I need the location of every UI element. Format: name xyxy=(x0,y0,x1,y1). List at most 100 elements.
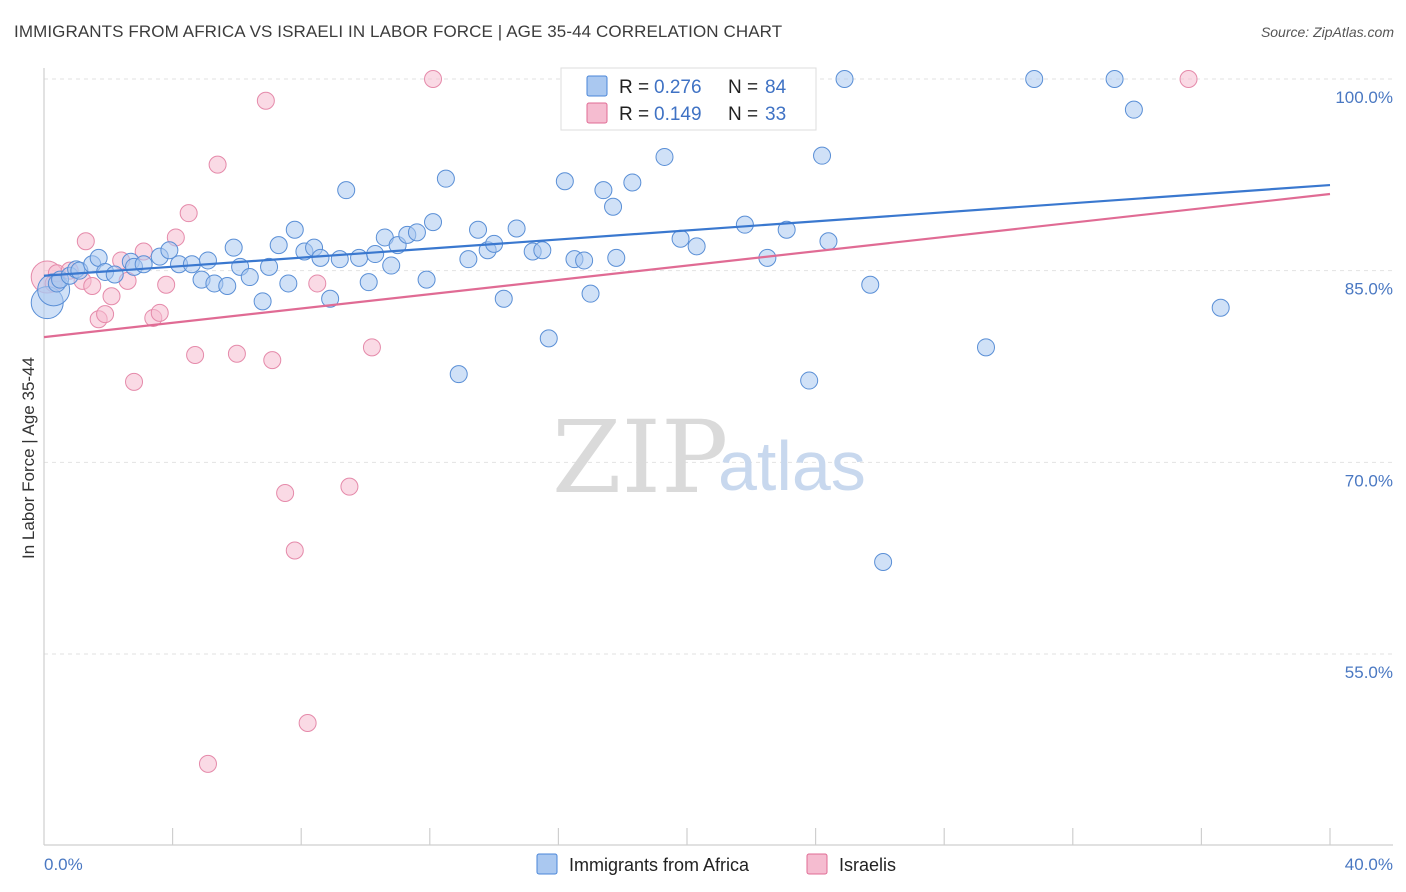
israelis-point xyxy=(76,232,95,251)
legend-r-label-pink: R = xyxy=(619,104,649,125)
africa-point xyxy=(285,220,304,239)
africa-point xyxy=(604,197,623,216)
africa-point xyxy=(494,289,513,308)
africa-point xyxy=(279,274,298,293)
africa-point xyxy=(321,289,340,308)
legend-n-label-blue: N = xyxy=(728,77,758,98)
watermark-atlas: atlas xyxy=(718,427,866,505)
legend-r-label-blue: R = xyxy=(619,77,649,98)
africa-point xyxy=(539,329,558,348)
trend-line-africa xyxy=(43,183,1331,277)
africa-point xyxy=(671,229,690,248)
bottom-legend-label-blue: Immigrants from Africa xyxy=(569,855,750,875)
africa-point xyxy=(507,219,526,238)
israelis-point xyxy=(125,372,144,391)
gridlines xyxy=(44,78,1393,655)
watermark: ZIP atlas xyxy=(552,399,866,516)
africa-point xyxy=(813,146,832,165)
africa-point xyxy=(581,284,600,303)
y-tick-label-100: 100.0% xyxy=(1335,88,1393,107)
israelis-point xyxy=(285,541,304,560)
bottom-legend: Immigrants from Africa Israelis xyxy=(536,853,896,875)
israelis-point xyxy=(256,91,275,110)
y-tick-label-55: 55.0% xyxy=(1345,663,1393,682)
israelis-point xyxy=(96,305,115,324)
x-tick-label-max: 40.0% xyxy=(1345,855,1393,874)
africa-point xyxy=(623,173,642,192)
israelis-point xyxy=(276,484,295,502)
africa-point xyxy=(417,270,436,289)
bottom-legend-swatch-pink xyxy=(806,853,828,875)
africa-point xyxy=(407,223,426,242)
series-immigrants-from-africa xyxy=(30,70,1230,571)
israelis-point xyxy=(157,275,176,294)
axes xyxy=(43,68,1393,846)
y-tick-label-85: 85.0% xyxy=(1345,280,1393,299)
africa-point xyxy=(555,172,574,191)
legend-r-value-blue: 0.276 xyxy=(654,77,702,98)
africa-point xyxy=(359,273,378,292)
legend-r-value-pink: 0.149 xyxy=(654,104,702,125)
africa-point xyxy=(1124,100,1143,119)
africa-point xyxy=(735,215,754,234)
legend-swatch-pink xyxy=(586,102,608,124)
africa-point xyxy=(607,248,626,267)
israelis-point xyxy=(340,477,359,496)
y-tick-label-70: 70.0% xyxy=(1345,471,1393,490)
africa-point xyxy=(424,213,443,232)
watermark-zip: ZIP xyxy=(552,399,728,516)
israelis-point xyxy=(179,204,198,223)
africa-point xyxy=(1211,298,1230,317)
africa-point xyxy=(1025,70,1044,88)
israelis-point xyxy=(308,274,327,293)
africa-point xyxy=(269,236,288,255)
x-tick-label-min: 0.0% xyxy=(44,855,83,874)
africa-point xyxy=(337,181,356,200)
bottom-legend-swatch-blue xyxy=(536,853,558,875)
africa-point xyxy=(260,257,279,276)
africa-point xyxy=(382,256,401,275)
africa-point xyxy=(655,147,674,166)
israelis-point xyxy=(362,338,381,357)
africa-point xyxy=(105,265,124,284)
legend-swatch-blue xyxy=(586,75,608,97)
y-axis-title: In Labor Force | Age 35-44 xyxy=(19,357,38,559)
africa-point xyxy=(311,248,330,267)
israelis-point xyxy=(208,155,227,174)
israelis-point xyxy=(150,303,169,322)
africa-point xyxy=(253,292,272,311)
africa-point xyxy=(594,181,613,200)
israelis-point xyxy=(227,344,246,363)
africa-point xyxy=(976,338,995,357)
trend-line-israelis xyxy=(43,192,1331,339)
israelis-point xyxy=(83,277,102,295)
israelis-point xyxy=(424,70,443,88)
africa-point xyxy=(800,371,819,390)
legend-n-value-pink: 33 xyxy=(765,104,786,125)
israelis-point xyxy=(298,714,317,732)
africa-point xyxy=(469,220,488,239)
bottom-legend-label-pink: Israelis xyxy=(839,855,896,875)
africa-point xyxy=(1105,70,1124,88)
africa-point xyxy=(198,251,217,270)
africa-point xyxy=(224,238,243,257)
africa-point xyxy=(533,241,552,260)
africa-point xyxy=(160,241,179,260)
chart-title: IMMIGRANTS FROM AFRICA VS ISRAELI IN LAB… xyxy=(14,22,783,41)
africa-point xyxy=(459,250,478,269)
legend-n-value-blue: 84 xyxy=(765,77,787,98)
africa-point xyxy=(687,237,706,256)
africa-point xyxy=(449,365,468,384)
africa-point xyxy=(366,245,385,264)
chart-source: Source: ZipAtlas.com xyxy=(1260,24,1394,40)
y-tick-labels: 55.0% 70.0% 85.0% 100.0% xyxy=(1335,88,1393,682)
africa-point xyxy=(436,169,455,188)
africa-point xyxy=(861,275,880,294)
legend: R = 0.276 N = 84 R = 0.149 N = 33 xyxy=(560,67,817,131)
israelis-point xyxy=(263,351,282,370)
africa-point xyxy=(835,70,854,88)
africa-point xyxy=(240,268,259,287)
africa-point xyxy=(575,251,594,270)
israelis-point xyxy=(198,754,217,773)
